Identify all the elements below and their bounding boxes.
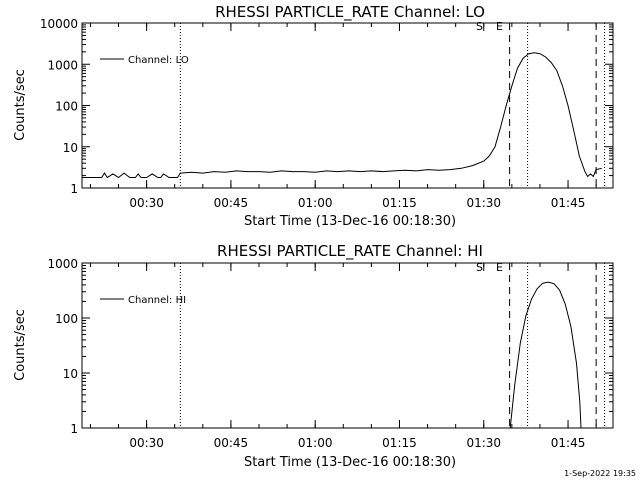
marker-e-label-lo: E	[496, 20, 503, 33]
legend-label-lo: Channel: LO	[128, 55, 189, 66]
y-tick-label-hi-1: 10	[63, 367, 78, 381]
x-tick-label-hi-1: 00:45	[214, 436, 249, 450]
footer-timestamp: 1-Sep-2022 19:35	[564, 469, 636, 478]
plot-frame-lo	[81, 22, 614, 189]
y-tick-label-lo-4: 10000	[40, 17, 78, 31]
y-tick-label-lo-2: 100	[55, 100, 78, 114]
y-tick-label-hi-2: 100	[55, 312, 78, 326]
x-tick-label-hi-2: 01:00	[298, 436, 333, 450]
legend-label-hi: Channel: HI	[128, 295, 186, 306]
marker-e-label-hi: E	[496, 261, 503, 274]
x-tick-label-lo-2: 01:00	[298, 196, 333, 210]
x-tick-label-lo-0: 00:30	[129, 196, 164, 210]
y-tick-label-lo-3: 1000	[47, 58, 78, 72]
x-ticks-lo: 00:30 00:45 01:00 01:15 01:30 01:45	[89, 23, 597, 210]
x-tick-label-lo-5: 01:45	[551, 196, 586, 210]
x-axis-label-lo: Start Time (13-Dec-16 00:18:30)	[244, 214, 456, 229]
x-ticks-hi: 00:30 00:45 01:00 01:15 01:30 01:45	[89, 263, 597, 450]
y-tick-label-hi-3: 1000	[47, 257, 78, 271]
y-tick-label-lo-0: 1	[70, 182, 78, 196]
y-tick-label-lo-1: 10	[63, 141, 78, 155]
y-ticks-hi: 1 10 100 1000	[47, 257, 613, 436]
y-ticks-lo: 1 10 100 1000 10000	[40, 17, 613, 196]
x-tick-label-lo-4: 01:30	[466, 196, 501, 210]
x-tick-label-hi-5: 01:45	[551, 436, 586, 450]
x-tick-label-lo-3: 01:15	[382, 196, 417, 210]
y-axis-label-hi: Counts/sec	[13, 309, 28, 381]
y-tick-label-hi-0: 1	[70, 422, 78, 436]
x-tick-label-hi-3: 01:15	[382, 436, 417, 450]
plot-frame-hi	[81, 262, 614, 429]
series-line-hi	[509, 281, 582, 429]
y-axis-label-lo: Counts/sec	[13, 69, 28, 141]
marker-s-label-lo: S	[476, 20, 483, 33]
chart-title-hi: RHESSI PARTICLE_RATE Channel: HI	[217, 242, 483, 261]
x-tick-label-hi-0: 00:30	[129, 436, 164, 450]
panel-channel-hi: RHESSI PARTICLE_RATE Channel: HI Start T…	[13, 242, 614, 470]
x-axis-label-hi: Start Time (13-Dec-16 00:18:30)	[244, 455, 456, 470]
x-tick-label-hi-4: 01:30	[466, 436, 501, 450]
chart-title-lo: RHESSI PARTICLE_RATE Channel: LO	[215, 3, 485, 22]
series-line-lo	[82, 52, 602, 179]
marker-s-label-hi: S	[476, 261, 483, 274]
panel-channel-lo: RHESSI PARTICLE_RATE Channel: LO Start T…	[13, 3, 614, 229]
x-tick-label-lo-1: 00:45	[214, 196, 249, 210]
